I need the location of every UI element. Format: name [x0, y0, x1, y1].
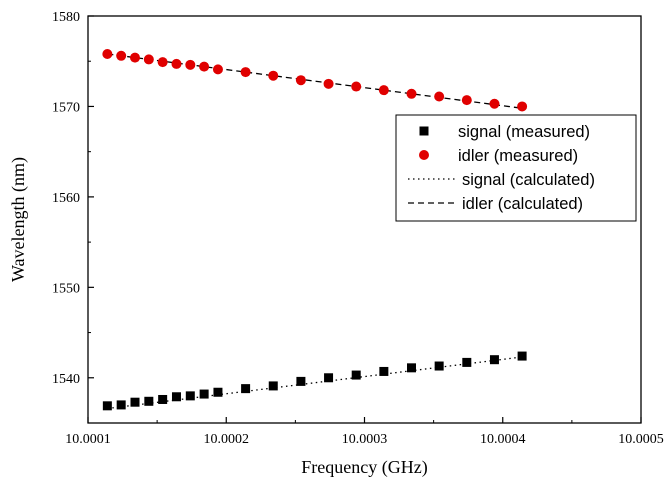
- signal-measured-point: [489, 355, 499, 365]
- signal-measured-point: [296, 376, 306, 386]
- idler-measured-point: [185, 59, 196, 70]
- legend: signal (measured) idler (measured) signal …: [395, 114, 637, 222]
- idler-measured-point: [102, 48, 113, 59]
- idler-measured-point: [171, 58, 182, 69]
- x-tick-label: 10.0003: [342, 432, 388, 447]
- legend-idler-marker: [419, 150, 429, 160]
- idler-measured-point: [351, 81, 362, 92]
- x-tick-label: 10.0004: [480, 432, 526, 447]
- idler-measured-point: [295, 75, 306, 86]
- signal-measured-point: [171, 392, 181, 402]
- y-tick-label: 1580: [52, 10, 80, 25]
- signal-measured-point: [102, 401, 112, 411]
- signal-measured-point: [434, 361, 444, 371]
- idler-calculated-line: [107, 53, 523, 109]
- idler-measured-point: [212, 64, 223, 75]
- legend-signal-measured-label: signal (measured): [458, 123, 590, 141]
- legend-idler-calculated-label: idler (calculated): [462, 195, 583, 213]
- x-tick-label: 10.0005: [618, 432, 664, 447]
- signal-measured-point: [407, 363, 417, 373]
- signal-measured-point: [379, 366, 389, 376]
- legend-signal-calculated-label: signal (calculated): [462, 171, 595, 189]
- idler-measured-point: [116, 50, 127, 61]
- legend-signal-marker: [419, 126, 429, 136]
- x-tick-label: 10.0001: [65, 432, 111, 447]
- signal-measured-point: [324, 373, 334, 383]
- signal-measured-point: [462, 357, 472, 367]
- signal-measured-point: [517, 351, 527, 361]
- signal-measured-point: [158, 394, 168, 404]
- signal-measured-point: [241, 384, 251, 394]
- idler-measured-point: [130, 52, 141, 63]
- y-axis-title: Wavelength (nm): [8, 157, 29, 282]
- chart-marks: [102, 48, 528, 411]
- signal-measured-point: [268, 381, 278, 391]
- idler-measured-point: [489, 98, 500, 109]
- axis-ticks: 10.0001 10.0002 10.0003 10.0004 10.0005 1540 1…: [52, 10, 664, 447]
- idler-measured-point: [240, 67, 251, 78]
- idler-measured-point: [406, 88, 417, 99]
- idler-measured-point: [323, 78, 334, 89]
- y-tick-label: 1550: [52, 281, 80, 296]
- x-tick-label: 10.0002: [204, 432, 250, 447]
- legend-idler-measured-label: idler (measured): [458, 147, 578, 165]
- idler-measured-point: [434, 91, 445, 102]
- signal-measured-point: [144, 396, 154, 406]
- signal-calculated-line: [107, 356, 523, 410]
- y-tick-label: 1540: [52, 372, 80, 387]
- x-axis-title: Frequency (GHz): [301, 457, 427, 478]
- idler-measured-point: [461, 95, 472, 106]
- y-tick-label: 1560: [52, 191, 80, 206]
- signal-measured-point: [351, 370, 361, 380]
- idler-measured-point: [378, 85, 389, 96]
- signal-measured-point: [213, 387, 223, 397]
- signal-measured-point: [130, 397, 140, 407]
- idler-measured-point: [517, 101, 528, 112]
- idler-measured-point: [268, 70, 279, 81]
- signal-measured-point: [116, 400, 126, 410]
- signal-measured-point: [199, 389, 209, 399]
- signal-measured-point: [185, 391, 195, 401]
- legend-box: [395, 114, 637, 222]
- idler-measured-point: [143, 54, 154, 65]
- idler-measured-point: [199, 61, 210, 72]
- idler-measured-point: [157, 57, 168, 68]
- y-tick-label: 1570: [52, 100, 80, 115]
